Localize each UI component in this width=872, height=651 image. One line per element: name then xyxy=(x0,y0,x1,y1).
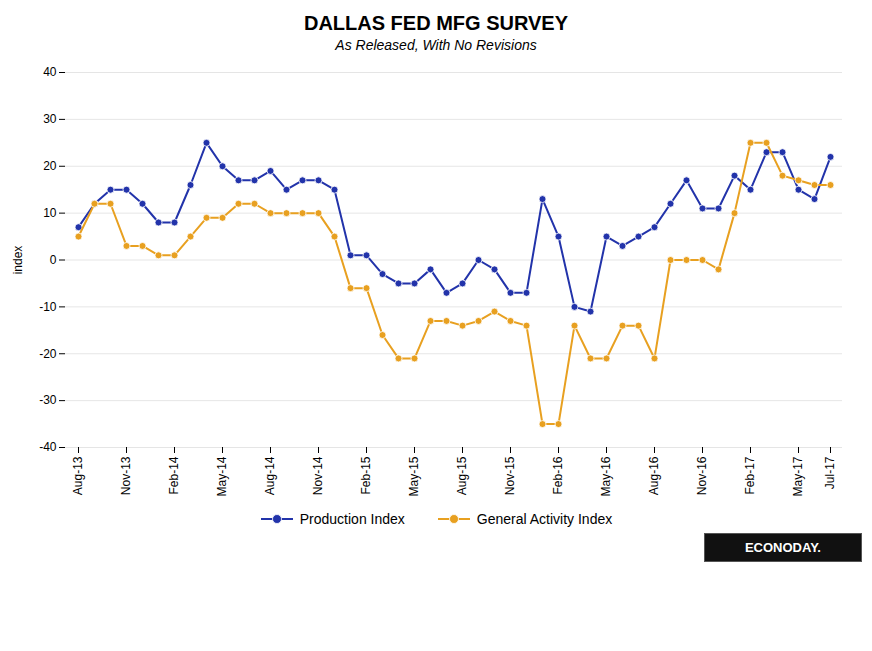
svg-text:-40: -40 xyxy=(39,440,57,454)
svg-text:Aug-13: Aug-13 xyxy=(71,456,85,495)
svg-text:May-15: May-15 xyxy=(407,456,421,496)
svg-text:May-17: May-17 xyxy=(791,456,805,496)
svg-text:10: 10 xyxy=(43,206,57,220)
svg-text:Feb-14: Feb-14 xyxy=(167,456,181,494)
html-text:Production Index: Production Index xyxy=(299,511,405,527)
svg-text:40: 40 xyxy=(43,65,57,79)
svg-text:Feb-15: Feb-15 xyxy=(359,456,373,494)
svg-text:Nov-13: Nov-13 xyxy=(119,456,133,495)
svg-text:Nov-16: Nov-16 xyxy=(695,456,709,495)
svg-text:index: index xyxy=(11,246,25,275)
html-text:As Released, With No Revisions: As Released, With No Revisions xyxy=(335,37,537,53)
html-text:DALLAS FED MFG SURVEY: DALLAS FED MFG SURVEY xyxy=(304,12,568,34)
svg-text:Nov-15: Nov-15 xyxy=(503,456,517,495)
svg-text:Jul-17: Jul-17 xyxy=(823,456,837,489)
svg-text:20: 20 xyxy=(43,159,57,173)
svg-text:Aug-15: Aug-15 xyxy=(455,456,469,495)
svg-text:Feb-17: Feb-17 xyxy=(743,456,757,494)
svg-text:0: 0 xyxy=(50,253,57,267)
svg-text:30: 30 xyxy=(43,112,57,126)
svg-text:Aug-16: Aug-16 xyxy=(647,456,661,495)
svg-text:May-14: May-14 xyxy=(215,456,229,496)
svg-text:Aug-14: Aug-14 xyxy=(263,456,277,495)
svg-text:Nov-14: Nov-14 xyxy=(311,456,325,495)
svg-text:-10: -10 xyxy=(39,300,57,314)
html-text:ECONODAY.: ECONODAY. xyxy=(744,540,821,555)
html-text:General Activity Index: General Activity Index xyxy=(476,511,613,527)
svg-text:-20: -20 xyxy=(39,347,57,361)
svg-text:-30: -30 xyxy=(39,393,57,407)
svg-text:May-16: May-16 xyxy=(599,456,613,496)
svg-text:Feb-16: Feb-16 xyxy=(551,456,565,494)
